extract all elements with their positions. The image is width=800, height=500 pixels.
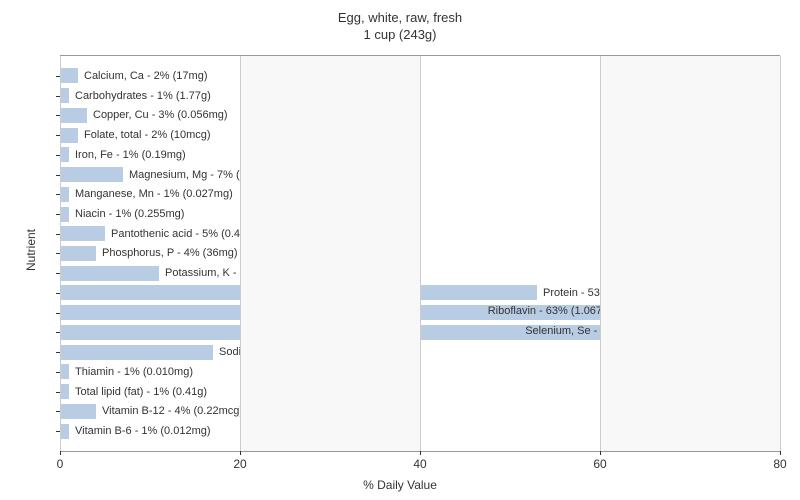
gridline	[420, 56, 421, 451]
bar-label: Copper, Cu - 3% (0.056mg)	[87, 109, 228, 121]
gridband	[600, 56, 780, 451]
xtick-mark	[780, 451, 781, 455]
bar	[60, 207, 69, 222]
bar	[60, 68, 78, 83]
bar	[60, 128, 78, 143]
bar	[60, 404, 96, 419]
bar	[60, 266, 159, 281]
title-line1: Egg, white, raw, fresh	[338, 10, 462, 25]
plot-area: Calcium, Ca - 2% (17mg) Carbohydrates - 1…	[60, 55, 780, 452]
bar	[60, 246, 96, 261]
gridline	[60, 56, 61, 451]
xtick-mark	[60, 451, 61, 455]
bar-label: Folate, total - 2% (10mcg)	[78, 129, 211, 141]
bar-label: Phosphorus, P - 4% (36mg)	[96, 247, 238, 259]
bar	[60, 187, 69, 202]
xtick-label: 80	[773, 457, 786, 471]
bar	[60, 364, 69, 379]
title-line2: 1 cup (243g)	[364, 27, 437, 42]
bar	[60, 108, 87, 123]
xtick-mark	[420, 451, 421, 455]
gridline	[240, 56, 241, 451]
xtick-label: 60	[593, 457, 606, 471]
xtick-label: 20	[233, 457, 246, 471]
bar	[60, 345, 213, 360]
y-axis-label: Nutrient	[24, 229, 38, 271]
bar-label: Manganese, Mn - 1% (0.027mg)	[69, 188, 233, 200]
bar	[60, 226, 105, 241]
bar	[60, 88, 69, 103]
x-axis-label: % Daily Value	[363, 478, 437, 492]
xtick-label: 40	[413, 457, 426, 471]
bar-label: Carbohydrates - 1% (1.77g)	[69, 90, 211, 102]
bar	[60, 424, 69, 439]
bar-label: Total lipid (fat) - 1% (0.41g)	[69, 386, 207, 398]
bar-label: Thiamin - 1% (0.010mg)	[69, 366, 193, 378]
bar	[60, 147, 69, 162]
bar	[60, 384, 69, 399]
xtick-mark	[240, 451, 241, 455]
bar-label: Vitamin B-6 - 1% (0.012mg)	[69, 425, 211, 437]
xtick-mark	[600, 451, 601, 455]
gridband	[240, 56, 420, 451]
gridline	[600, 56, 601, 451]
nutrient-chart: Egg, white, raw, fresh 1 cup (243g) Nutr…	[0, 0, 800, 500]
bar-label: Vitamin B-12 - 4% (0.22mcg)	[96, 405, 243, 417]
xtick-label: 0	[57, 457, 64, 471]
bar-label: Iron, Fe - 1% (0.19mg)	[69, 149, 186, 161]
bar-label: Niacin - 1% (0.255mg)	[69, 208, 184, 220]
bar-label: Calcium, Ca - 2% (17mg)	[78, 70, 207, 82]
gridline	[780, 56, 781, 451]
bar	[60, 167, 123, 182]
chart-title: Egg, white, raw, fresh 1 cup (243g)	[0, 0, 800, 44]
